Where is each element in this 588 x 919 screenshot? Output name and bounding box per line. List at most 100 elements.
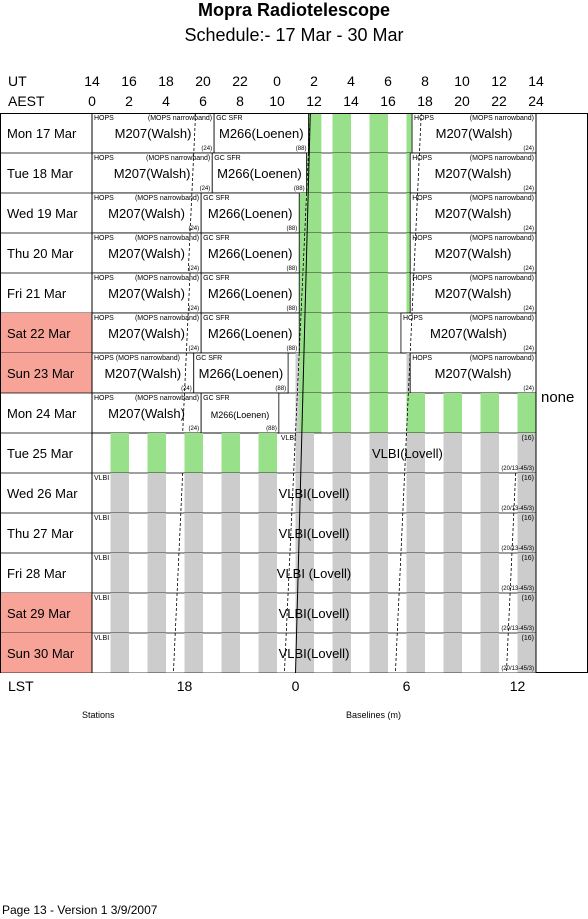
gray-stripe — [480, 513, 499, 553]
block-mode-label: (MOPS narrowband) — [470, 275, 534, 282]
block-hours-label: (88) — [287, 266, 298, 272]
ut-tick: 20 — [195, 73, 211, 89]
green-stripe — [332, 113, 351, 153]
gray-stripe — [221, 473, 240, 513]
gray-stripe — [369, 553, 388, 593]
block-title: M266(Loenen) — [208, 246, 293, 261]
gray-stripe — [147, 553, 166, 593]
block-code-label: GC SFR — [214, 155, 240, 162]
ut-tick: 8 — [421, 73, 429, 89]
green-stripe — [299, 313, 322, 353]
block-title: VLBI(Lovell) — [279, 606, 350, 621]
block-hours-label: (88) — [287, 226, 298, 232]
aest-tick: 18 — [417, 93, 433, 109]
gray-stripe — [184, 513, 203, 553]
gray-stripe — [517, 633, 536, 673]
lst-marker — [404, 432, 407, 474]
lst-marker — [419, 113, 422, 154]
block-title: VLBI(Lovell) — [279, 526, 350, 541]
gray-stripe — [517, 553, 536, 593]
block-mode-label: (MOPS narrowband) — [135, 315, 199, 322]
block-code-label: HOPS — [412, 235, 432, 242]
gray-stripe — [295, 553, 314, 593]
gray-stripe — [406, 633, 425, 673]
lst-marker — [287, 552, 291, 594]
lst-tick: 6 — [402, 678, 411, 694]
green-stripe — [480, 393, 499, 433]
ut-tick: 4 — [347, 73, 355, 89]
block-hours-label: (20/13-45/3) — [501, 586, 534, 592]
gray-stripe — [221, 513, 240, 553]
day-label: Thu 27 Mar — [7, 526, 74, 541]
block-hours-label: (20/13-45/3) — [501, 666, 534, 672]
aest-tick: 6 — [199, 93, 207, 109]
lst-marker — [185, 312, 189, 354]
block-title: M266(Loenen) — [208, 326, 293, 341]
green-stripe — [314, 193, 322, 233]
lst-marker — [176, 552, 180, 594]
project-block — [200, 392, 280, 434]
aest-tick: 20 — [454, 93, 470, 109]
day-label: Sat 22 Mar — [7, 326, 71, 341]
block-hours-label: (24) — [200, 186, 211, 192]
block-hours-label: (24) — [188, 306, 199, 312]
aest-tick: 10 — [269, 93, 285, 109]
block-hours-label: (24) — [523, 346, 534, 352]
gray-stripe — [369, 473, 388, 513]
lst-marker — [296, 352, 300, 394]
block-hours-label: (24) — [188, 266, 199, 272]
lst-marker — [396, 592, 400, 634]
block-code-label: GC SFR — [203, 235, 229, 242]
green-stripe — [221, 433, 240, 473]
lst-axis-label: LST — [8, 678, 34, 694]
block-hours-label: (20/13-45/3) — [501, 546, 534, 552]
block-hours-label: (88) — [287, 306, 298, 312]
page-title: Mopra Radiotelescope — [197, 0, 391, 20]
block-title: M266(Loenen) — [211, 410, 270, 420]
ut-tick: 0 — [273, 73, 281, 89]
project-block — [91, 113, 215, 154]
green-stripe — [369, 393, 388, 433]
block-title: M266(Loenen) — [208, 286, 293, 301]
day-label: Mon 17 Mar — [7, 126, 77, 141]
lst-marker — [413, 232, 417, 274]
ut-tick: 10 — [454, 73, 470, 89]
green-stripe — [332, 313, 351, 353]
lst-marker — [182, 392, 185, 434]
gray-stripe — [443, 433, 462, 473]
project-block — [200, 272, 300, 314]
lst-marker — [417, 152, 420, 194]
gray-stripe — [258, 553, 277, 593]
block-title: M207(Walsh) — [108, 286, 185, 301]
green-stripe — [308, 113, 322, 153]
block-mode-label: (MOPS narrowband) — [135, 275, 199, 282]
block-code-label: HOPS — [94, 195, 114, 202]
project-block — [200, 312, 300, 354]
gray-stripe — [147, 593, 166, 633]
gray-stripe — [332, 513, 351, 553]
aest-tick: 16 — [380, 93, 396, 109]
day-label: Tue 18 Mar — [7, 166, 74, 181]
day-label: Sun 30 Mar — [7, 646, 75, 661]
lst-marker — [409, 312, 413, 354]
side-note: none — [541, 389, 574, 406]
block-code-label: VLBI — [94, 555, 109, 562]
project-block — [200, 192, 300, 234]
gray-stripe — [517, 513, 536, 553]
green-stripe — [369, 313, 388, 353]
gray-stripe — [443, 593, 462, 633]
lst-marker — [293, 432, 296, 474]
block-title: M266(Loenen) — [208, 206, 293, 221]
block-hours-label: (88) — [266, 426, 277, 432]
block-code-label: VLBI — [94, 635, 109, 642]
aest-tick: 12 — [306, 93, 322, 109]
gray-stripe — [110, 553, 129, 593]
block-code-label: HOPS — [412, 195, 432, 202]
lst-marker — [191, 152, 195, 194]
lst-marker — [400, 512, 404, 554]
gray-stripe — [443, 473, 462, 513]
block-title: M207(Walsh) — [104, 366, 181, 381]
green-stripe — [332, 393, 351, 433]
lst-marker — [306, 152, 309, 194]
green-stripe — [443, 393, 462, 433]
